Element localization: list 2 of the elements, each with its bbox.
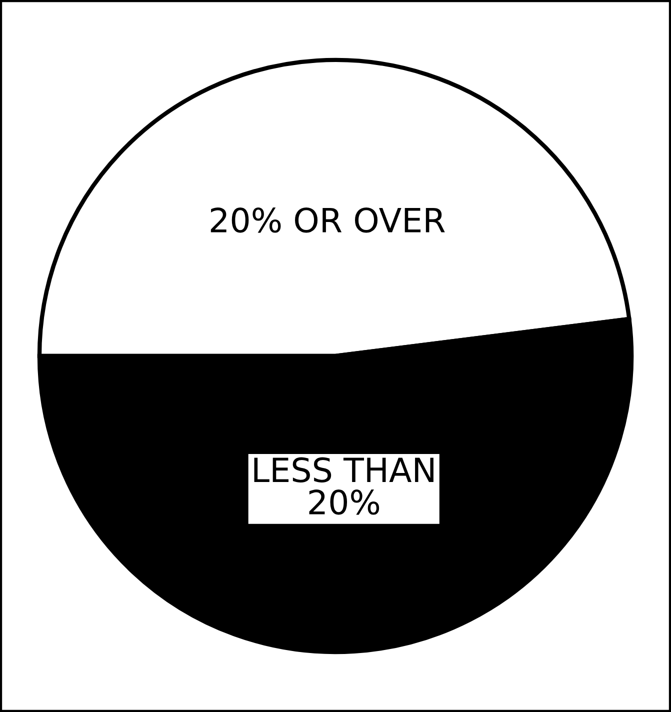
slice-label: 20% OR OVER [210,208,445,233]
slice-label: LESS THAN 20% [254,457,434,515]
